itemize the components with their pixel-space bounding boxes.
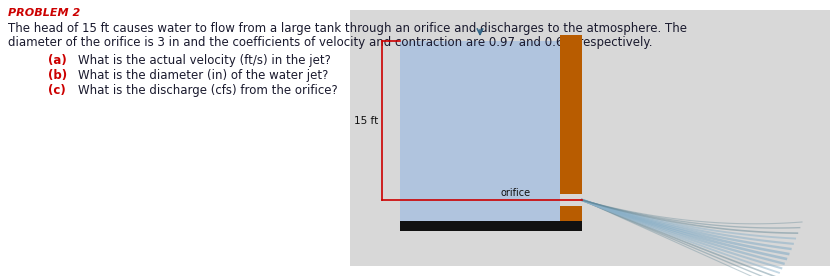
Text: PROBLEM 2: PROBLEM 2 xyxy=(8,8,80,18)
Text: (b): (b) xyxy=(48,69,67,82)
Bar xyxy=(350,10,830,266)
Bar xyxy=(400,41,560,221)
Text: What is the actual velocity (ft/s) in the jet?: What is the actual velocity (ft/s) in th… xyxy=(78,54,331,67)
Bar xyxy=(400,221,582,231)
Bar xyxy=(560,194,582,206)
Text: orifice: orifice xyxy=(500,188,530,198)
Text: diameter of the orifice is 3 in and the coefficients of velocity and contraction: diameter of the orifice is 3 in and the … xyxy=(8,36,653,49)
Text: What is the diameter (in) of the water jet?: What is the diameter (in) of the water j… xyxy=(78,69,329,82)
Bar xyxy=(560,35,582,231)
Text: (c): (c) xyxy=(48,84,66,97)
Text: The head of 15 ft causes water to flow from a large tank through an orifice and : The head of 15 ft causes water to flow f… xyxy=(8,22,687,35)
Text: 15 ft: 15 ft xyxy=(354,115,378,126)
Text: (a): (a) xyxy=(48,54,67,67)
Text: What is the discharge (cfs) from the orifice?: What is the discharge (cfs) from the ori… xyxy=(78,84,338,97)
